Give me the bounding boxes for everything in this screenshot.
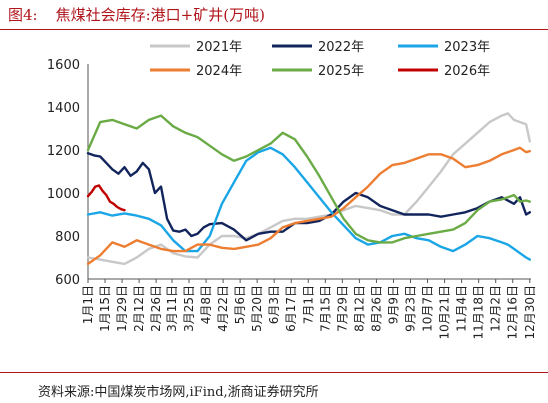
series-line-2024年 [86, 146, 531, 266]
title-rule [0, 29, 548, 30]
legend-item: 2025年 [272, 64, 364, 79]
x-tick-label: 9月9日 [386, 285, 400, 324]
y-tick-label: 800 [55, 230, 80, 245]
x-tick-label: 11月4日 [455, 285, 469, 332]
x-axis: 1月1日 1月15日 1月29日 2月12日 2月26日 3月11日 3月25日 4月8日 4月… [81, 278, 537, 340]
x-tick-label: 7月1日 [301, 285, 315, 324]
series-line-2025年 [86, 114, 531, 244]
x-tick-label: 1月15日 [98, 285, 112, 332]
x-tick-label: 2月12日 [132, 285, 146, 332]
x-tick-label: 2月26日 [149, 285, 163, 332]
x-tick-label: 5月6日 [233, 285, 247, 324]
x-tick-label: 12月30日 [523, 285, 537, 340]
source-note: 资料来源:中国煤炭市场网,iFind,浙商证券研究所 [38, 385, 319, 400]
legend-label: 2025年 [318, 64, 364, 79]
figure-number: 图4: [8, 6, 38, 24]
y-tick-label: 1200 [47, 144, 80, 159]
x-tick-label: 5月20日 [250, 285, 264, 332]
bottom-rule [0, 372, 548, 373]
y-tick-label: 1000 [47, 187, 80, 202]
x-tick-label: 10月21日 [438, 285, 452, 340]
legend-item: 2022年 [272, 40, 364, 55]
x-tick-label: 7月29日 [335, 285, 349, 332]
legend-item: 2021年 [150, 40, 242, 55]
x-tick-label: 1月29日 [115, 285, 129, 332]
series-line-2026年 [86, 184, 126, 212]
series-line-2022年 [86, 151, 531, 242]
x-tick-label: 7月15日 [318, 285, 332, 332]
series-lines [86, 112, 531, 266]
legend-item: 2026年 [398, 64, 490, 79]
y-tick-label: 600 [55, 273, 80, 288]
x-tick-label: 9月23日 [404, 285, 418, 332]
legend-label: 2023年 [444, 40, 490, 55]
x-tick-label: 8月12日 [352, 285, 366, 332]
x-tick-label: 4月8日 [199, 285, 213, 324]
series-line-2023年 [86, 146, 531, 261]
y-axis: 600 800 1000 1200 1400 1600 [47, 58, 89, 288]
x-tick-label: 11月18日 [472, 285, 486, 340]
x-tick-label: 10月7日 [421, 285, 435, 332]
x-tick-label: 6月17日 [284, 285, 298, 332]
legend-label: 2021年 [196, 40, 242, 55]
legend-label: 2022年 [318, 40, 364, 55]
legend-item: 2024年 [150, 64, 242, 79]
x-tick-label: 1月1日 [81, 285, 95, 324]
chart-canvas: 600 800 1000 1200 1400 1600 1月1日 1月15日 1月29日 2月1… [47, 40, 537, 340]
x-tick-label: 8月26日 [369, 285, 383, 332]
x-tick-label: 12月2日 [489, 285, 503, 332]
legend-item: 2023年 [398, 40, 490, 55]
legend-label: 2026年 [444, 64, 490, 79]
legend-label: 2024年 [196, 64, 242, 79]
legend: 2021年 2022年 2023年 2024年 2025年 2026年 [150, 40, 490, 79]
y-tick-label: 1600 [47, 58, 80, 73]
x-tick-label: 6月3日 [267, 285, 281, 324]
y-tick-label: 1400 [47, 101, 80, 116]
x-tick-label: 3月25日 [182, 285, 196, 332]
x-tick-label: 4月22日 [216, 285, 230, 332]
figure-title: 图4: 焦煤社会库存:港口+矿井(万吨) [8, 4, 265, 25]
x-tick-label: 3月11日 [165, 285, 179, 332]
figure-title-text: 焦煤社会库存:港口+矿井(万吨) [55, 6, 265, 24]
x-tick-label: 12月16日 [506, 285, 520, 340]
